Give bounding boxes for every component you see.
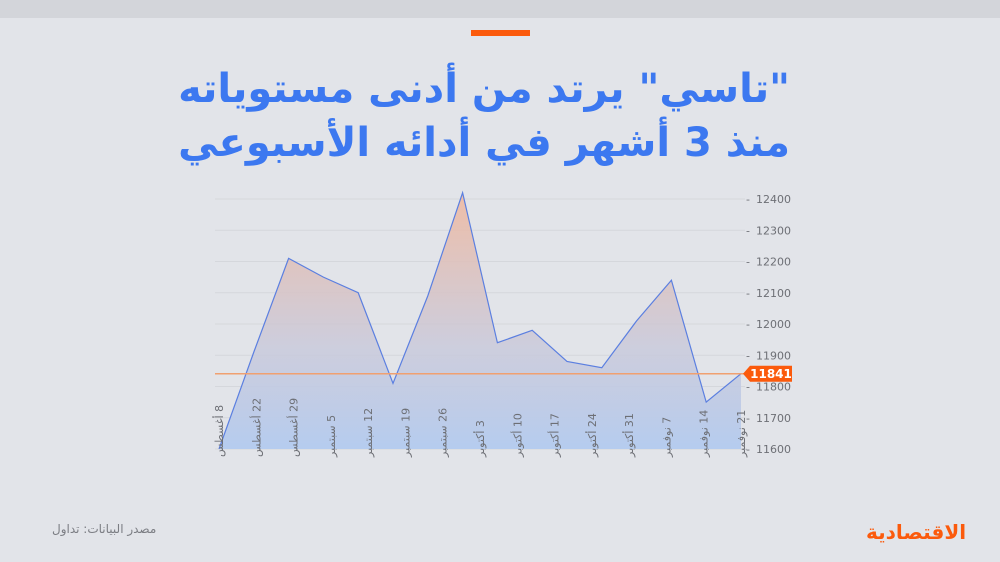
svg-text:11600: 11600 bbox=[756, 443, 791, 456]
svg-text:21 نوفمبر: 21 نوفمبر bbox=[735, 410, 748, 458]
svg-text:-: - bbox=[746, 224, 750, 237]
data-source: مصدر البيانات: تداول bbox=[52, 522, 157, 536]
svg-text:31 أكتوبر: 31 أكتوبر bbox=[622, 413, 636, 458]
svg-text:10 أكتوبر: 10 أكتوبر bbox=[510, 413, 524, 458]
svg-text:-: - bbox=[746, 287, 750, 300]
title-line-1: "تاسي" يرتد من أدنى مستوياته bbox=[178, 66, 790, 112]
top-bar bbox=[0, 0, 1000, 18]
svg-text:5 سبتمبر: 5 سبتمبر bbox=[325, 415, 338, 458]
svg-text:12400: 12400 bbox=[756, 193, 791, 206]
svg-text:-: - bbox=[746, 318, 750, 331]
last-value-badge: 11841 bbox=[743, 365, 792, 382]
svg-text:12100: 12100 bbox=[756, 287, 791, 300]
svg-text:22 أغسطس: 22 أغسطس bbox=[249, 398, 263, 457]
x-axis: 8 أغسطس 22 أغسطس 29 أغسطس 5 سبتمبر 12 سبتمبر… bbox=[212, 398, 748, 458]
svg-text:29 أغسطس: 29 أغسطس bbox=[287, 398, 301, 457]
y-axis: -12400- 12300- 12200- 12100- 12000- 11900- 118… bbox=[746, 193, 791, 456]
svg-text:12300: 12300 bbox=[756, 224, 791, 237]
svg-text:12 سبتمبر: 12 سبتمبر bbox=[362, 408, 375, 458]
brand-logo: الاقتصادية bbox=[866, 520, 967, 544]
svg-text:7 نوفمبر: 7 نوفمبر bbox=[660, 417, 673, 458]
svg-text:12000: 12000 bbox=[756, 318, 791, 331]
svg-text:17 أكتوبر: 17 أكتوبر bbox=[548, 413, 562, 458]
svg-text:-: - bbox=[746, 381, 750, 394]
page-title: "تاسي" يرتد من أدنى مستوياته منذ 3 أشهر … bbox=[150, 62, 790, 170]
svg-text:-: - bbox=[746, 256, 750, 269]
svg-text:14 نوفمبر: 14 نوفمبر bbox=[698, 410, 711, 458]
svg-text:11700: 11700 bbox=[756, 412, 791, 425]
svg-text:-: - bbox=[746, 412, 750, 425]
svg-text:-: - bbox=[746, 193, 750, 206]
svg-text:8 أغسطس: 8 أغسطس bbox=[212, 405, 226, 457]
svg-text:19 سبتمبر: 19 سبتمبر bbox=[399, 408, 412, 458]
svg-text:11800: 11800 bbox=[756, 381, 791, 394]
svg-text:24 أكتوبر: 24 أكتوبر bbox=[585, 413, 599, 458]
svg-text:3 أكتوبر: 3 أكتوبر bbox=[473, 420, 487, 458]
svg-text:26 سبتمبر: 26 سبتمبر bbox=[437, 408, 450, 458]
area-fill bbox=[219, 192, 741, 449]
svg-text:-: - bbox=[746, 349, 750, 362]
title-line-2: منذ 3 أشهر في أدائه الأسبوعي bbox=[178, 120, 790, 166]
svg-text:11900: 11900 bbox=[756, 349, 791, 362]
data-line bbox=[218, 190, 742, 450]
svg-text:12200: 12200 bbox=[756, 256, 791, 269]
accent-bar bbox=[471, 30, 530, 36]
last-value-text: 11841 bbox=[750, 367, 792, 381]
svg-text:-: - bbox=[746, 443, 750, 456]
